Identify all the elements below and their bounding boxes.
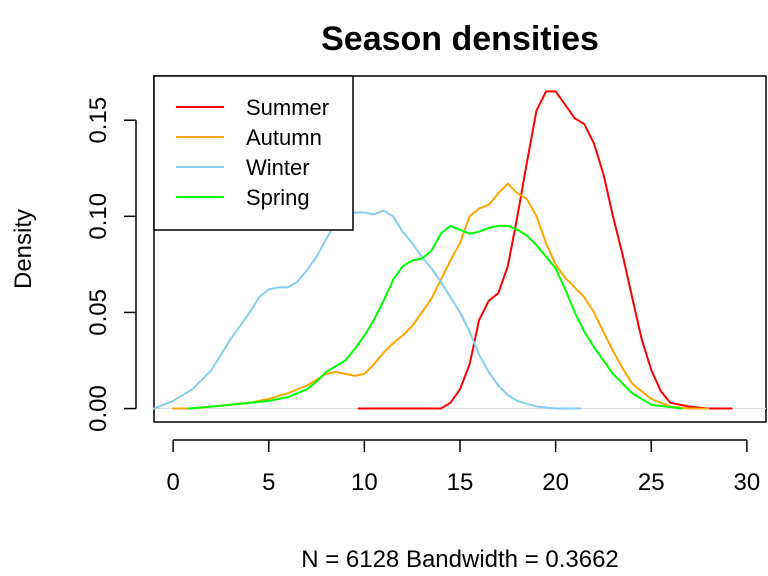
x-axis: 0 5 10 15 20 25 30 (166, 439, 761, 496)
y-tick-label: 0.05 (85, 289, 112, 336)
y-axis: 0.00 0.05 0.10 0.15 (85, 97, 137, 432)
x-tick-label: 15 (447, 469, 474, 496)
legend-label-summer: Summer (246, 95, 329, 120)
series-line-summer (357, 90, 733, 410)
series-line-autumn (172, 182, 710, 410)
x-tick-label: 20 (542, 469, 569, 496)
x-tick-label: 30 (734, 469, 761, 496)
plot-frame (153, 75, 767, 423)
series-line-spring (187, 224, 683, 410)
legend-box (153, 75, 354, 231)
x-axis-label: N = 6128 Bandwidth = 0.3662 (301, 546, 619, 573)
legend-label-winter: Winter (246, 155, 310, 180)
legend: Summer Autumn Winter Spring (153, 75, 354, 231)
x-tick-label: 25 (638, 469, 665, 496)
y-tick-label: 0.00 (85, 385, 112, 432)
y-tick-label: 0.10 (85, 193, 112, 240)
legend-label-spring: Spring (246, 185, 310, 210)
x-tick-label: 0 (166, 469, 179, 496)
chart-title: Season densities (321, 20, 599, 58)
series-line-winter (153, 209, 582, 410)
x-tick-label: 5 (262, 469, 275, 496)
y-tick-label: 0.15 (85, 97, 112, 144)
y-axis-label: Density (10, 209, 37, 289)
legend-label-autumn: Autumn (246, 125, 322, 150)
x-tick-label: 10 (351, 469, 378, 496)
